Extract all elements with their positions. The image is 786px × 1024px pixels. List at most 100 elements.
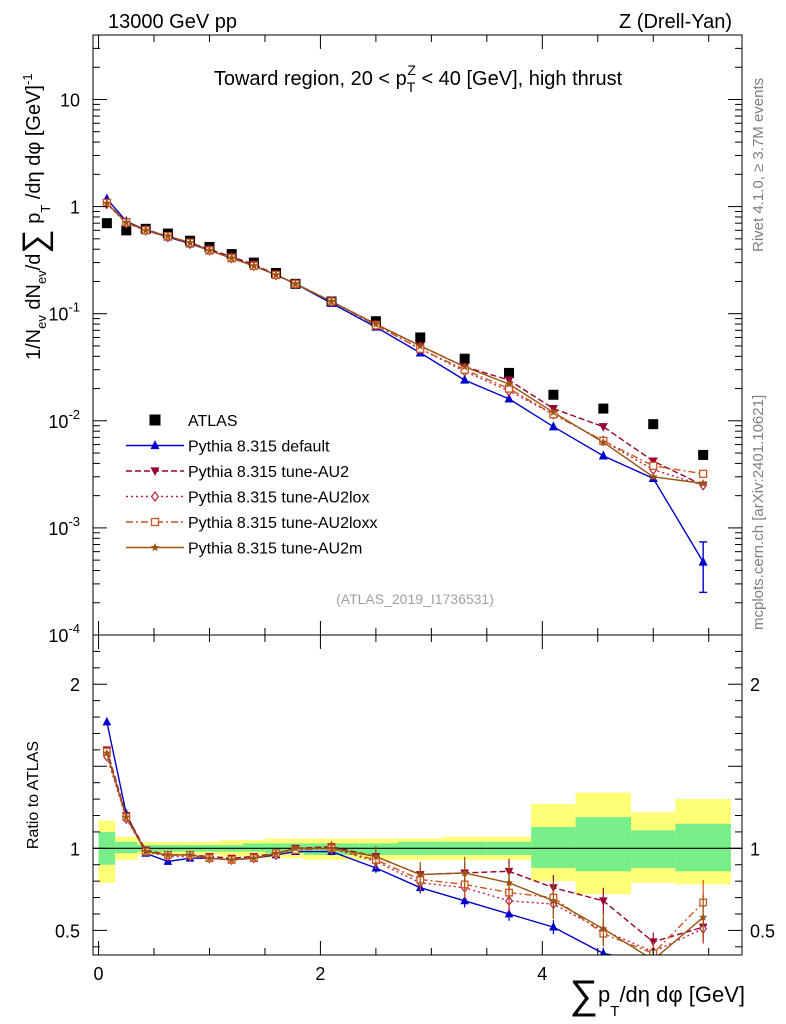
ratio-point-4-9 bbox=[291, 844, 300, 852]
ratio-point-0-17 bbox=[649, 958, 658, 967]
ratio-point-4-8 bbox=[272, 849, 281, 857]
ylabel-e: /dη dφ [GeV] bbox=[23, 85, 45, 205]
ratio-band-green-7 bbox=[242, 843, 265, 852]
ratio-point-0-0 bbox=[102, 716, 112, 726]
legend-label-4: Pythia 8.315 tune-AU2loxx bbox=[188, 515, 377, 532]
main-point-5-0 bbox=[102, 198, 112, 208]
ratio-xtick-label: 2 bbox=[315, 964, 325, 984]
title-pre: Toward region, 20 < p bbox=[214, 68, 407, 90]
main-point-0-16 bbox=[598, 403, 609, 414]
title-post: < 40 [GeV], high thrust bbox=[416, 68, 623, 90]
ratio-point-4-0 bbox=[102, 748, 111, 757]
main-point-0-1 bbox=[121, 225, 132, 236]
main-y-axis-label: 1/Nev dNev/d∑ pT /dη dφ [GeV]-1 bbox=[16, 73, 54, 360]
ratio-point-4-6 bbox=[227, 855, 236, 864]
legend-marker-1 bbox=[150, 440, 160, 450]
ratio-band-green-17 bbox=[631, 830, 676, 869]
main-point-5-5 bbox=[205, 245, 214, 254]
ratio-point-4-11 bbox=[371, 852, 380, 860]
main-ytick-base: 10 bbox=[48, 412, 68, 432]
main-title: Toward region, 20 < pTZ < 40 [GeV], high… bbox=[214, 62, 623, 95]
ratio-band-green-11 bbox=[359, 843, 399, 855]
main-point-5-12 bbox=[416, 341, 425, 350]
ylabel-sum: ∑ bbox=[16, 229, 54, 253]
main-point-0-18 bbox=[698, 449, 709, 460]
title-sup: Z bbox=[407, 62, 416, 78]
rivet-label: Rivet 4.1.0, ≥ 3.7M events bbox=[750, 78, 767, 252]
legend-marker-2 bbox=[150, 467, 160, 476]
main-marks bbox=[101, 193, 709, 594]
main-point-4-18 bbox=[699, 469, 708, 478]
legend-label-3: Pythia 8.315 tune-AU2lox bbox=[188, 490, 369, 507]
ratio-point-4-1 bbox=[122, 812, 131, 821]
ratio-point-4-13 bbox=[460, 868, 469, 877]
legend-label-1: Pythia 8.315 default bbox=[188, 439, 330, 456]
main-point-5-1 bbox=[122, 218, 131, 227]
main-point-0-14 bbox=[504, 367, 515, 378]
xlabel-a-sub: T bbox=[610, 1003, 619, 1020]
ratio-ytick-label-left: 1 bbox=[70, 839, 80, 859]
ratio-ytick-label-left: 2 bbox=[70, 675, 80, 695]
main-point-5-2 bbox=[141, 225, 150, 234]
main-point-4-17 bbox=[649, 461, 658, 470]
main-ytick-base: 10 bbox=[60, 90, 80, 110]
main-ytick-label: 10-3 bbox=[48, 514, 80, 539]
main-line-1 bbox=[106, 198, 704, 563]
ratio-xtick-label: 4 bbox=[537, 964, 547, 984]
main-point-1-16 bbox=[598, 450, 608, 460]
ratio-point-4-18 bbox=[699, 913, 708, 921]
ratio-point-0-14 bbox=[504, 908, 514, 918]
mcplots-label: mcplots.cern.ch [arXiv:2401.10621] bbox=[750, 395, 767, 630]
main-point-5-14 bbox=[504, 379, 514, 388]
ratio-point-4-10 bbox=[327, 844, 336, 852]
ylabel-a-sub: ev bbox=[34, 315, 49, 329]
ylabel-a: 1/N bbox=[23, 329, 45, 360]
main-point-5-9 bbox=[291, 279, 300, 288]
legend-marker-5 bbox=[150, 543, 160, 552]
xlabel-sum: ∑ bbox=[570, 973, 599, 1017]
main-ytick-exp: -4 bbox=[68, 621, 80, 636]
ratio-point-4-4 bbox=[186, 850, 195, 859]
ratio-frame bbox=[92, 634, 743, 956]
ratio-y-axis-label: Ratio to ATLAS bbox=[25, 741, 42, 849]
main-ytick-label: 10-1 bbox=[48, 300, 80, 325]
main-point-5-16 bbox=[599, 437, 608, 446]
xlabel-b: /dη dφ [GeV] bbox=[619, 982, 745, 1007]
ratio-point-4-15 bbox=[549, 896, 558, 905]
legend-label-2: Pythia 8.315 tune-AU2 bbox=[188, 464, 349, 481]
ylabel-d: p bbox=[23, 213, 45, 230]
title-sub: T bbox=[407, 79, 416, 95]
main-ytick-label: 10-4 bbox=[48, 621, 80, 646]
ratio-xtick-label: 0 bbox=[94, 964, 104, 984]
legend-label-0: ATLAS bbox=[188, 413, 238, 430]
ratio-ytick-label-right: 1 bbox=[750, 839, 760, 859]
main-point-1-14 bbox=[504, 393, 514, 403]
main-ytick-base: 10 bbox=[48, 626, 68, 646]
ratio-marks bbox=[93, 716, 742, 967]
main-point-5-7 bbox=[249, 261, 259, 270]
legend-marker-3 bbox=[150, 491, 160, 502]
ratio-ytick-label-left: 0.5 bbox=[55, 921, 80, 941]
main-point-1-15 bbox=[548, 421, 558, 431]
main-point-1-18 bbox=[698, 556, 708, 566]
ratio-point-4-17 bbox=[649, 956, 657, 964]
main-ytick-base: 10 bbox=[48, 519, 68, 539]
main-point-5-11 bbox=[371, 319, 381, 328]
xlabel-a: p bbox=[598, 982, 610, 1007]
header-right: Z (Drell-Yan) bbox=[619, 11, 732, 33]
legend: ATLAS Pythia 8.315 default Pythia 8.315 tu… bbox=[126, 413, 377, 558]
ratio-point-0-13 bbox=[460, 895, 469, 905]
ratio-band-green-16 bbox=[575, 817, 632, 872]
ratio-point-1-16 bbox=[599, 897, 608, 906]
ylabel-b-sub: ev bbox=[34, 270, 49, 284]
main-point-0-13 bbox=[459, 353, 470, 364]
ylabel-c: /d bbox=[23, 254, 45, 271]
main-point-2-16 bbox=[598, 423, 608, 432]
main-point-5-18 bbox=[698, 479, 708, 488]
main-ytick-base: 10 bbox=[48, 305, 68, 325]
watermark: (ATLAS_2019_I1736531) bbox=[336, 591, 494, 607]
main-ytick-label: 10-2 bbox=[48, 407, 80, 432]
